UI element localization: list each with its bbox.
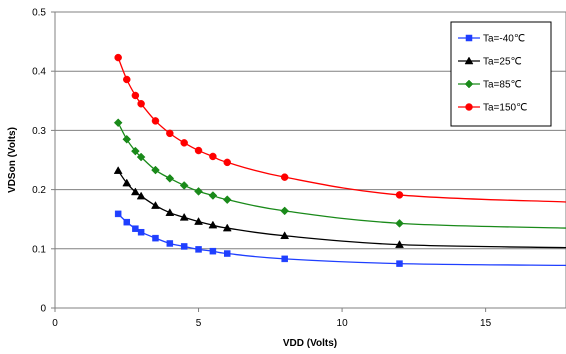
series-line	[117, 122, 566, 229]
legend-item: Ta=25℃	[458, 56, 522, 68]
legend-item: Ta=150℃	[458, 103, 527, 114]
data-point	[179, 181, 189, 190]
data-point	[195, 246, 202, 253]
x-tick-label: 10	[337, 318, 349, 329]
series-line	[117, 213, 566, 267]
data-point	[114, 210, 122, 218]
legend-label: Ta=25℃	[483, 57, 522, 68]
data-point	[122, 178, 132, 187]
legend-item: Ta=85℃	[458, 80, 522, 91]
y-tick-label: 0	[40, 304, 46, 315]
data-point	[136, 152, 146, 162]
series-4	[114, 53, 566, 203]
data-point	[132, 225, 139, 232]
x-tick-label: 5	[196, 318, 202, 329]
y-axis: 0 0.1 0.2 0.3 0.4 0.5	[32, 8, 55, 315]
plot-area-frame	[54, 11, 566, 309]
data-point	[113, 118, 123, 128]
data-point	[395, 218, 404, 228]
x-tick-label: 15	[480, 318, 492, 329]
data-point	[223, 158, 231, 167]
data-point	[180, 139, 188, 147]
data-point	[114, 53, 122, 62]
series-layer	[113, 53, 566, 267]
legend-label: Ta=-40℃	[483, 34, 525, 45]
x-axis-title: VDD (Volts)	[283, 338, 337, 349]
legend-item: Ta=-40℃	[458, 34, 525, 45]
data-point	[123, 75, 131, 84]
data-point	[209, 247, 217, 255]
data-point	[152, 234, 159, 242]
legend-swatch-marker	[464, 79, 474, 89]
y-tick-label: 0.4	[32, 67, 46, 78]
data-point	[208, 191, 218, 200]
data-point	[209, 152, 217, 161]
data-point	[131, 91, 140, 100]
data-point	[194, 217, 203, 225]
series-3	[113, 118, 566, 229]
y-tick-label: 0.2	[32, 185, 46, 196]
data-point	[122, 134, 132, 144]
data-point	[151, 201, 160, 209]
data-point	[194, 146, 203, 155]
data-point	[137, 100, 145, 108]
data-point	[166, 240, 174, 247]
series-line	[117, 170, 566, 249]
data-point	[165, 208, 175, 216]
data-point	[395, 240, 404, 248]
data-point	[113, 166, 123, 174]
data-point	[194, 187, 203, 196]
data-point	[136, 191, 146, 200]
legend-swatch-marker	[465, 34, 473, 42]
series-2	[113, 166, 566, 249]
data-point	[131, 146, 140, 156]
data-point	[180, 243, 188, 250]
data-point	[208, 220, 218, 229]
y-tick-label: 0.5	[32, 8, 46, 19]
data-point	[395, 191, 404, 199]
data-point	[280, 231, 290, 240]
data-point	[222, 195, 232, 205]
data-point	[123, 218, 131, 226]
data-point	[222, 223, 232, 232]
data-point	[151, 165, 160, 175]
legend-label: Ta=150℃	[483, 103, 527, 114]
data-point	[281, 255, 288, 263]
legend-swatch-marker	[465, 103, 473, 111]
data-point	[179, 212, 189, 221]
data-point	[280, 206, 290, 216]
data-point	[396, 260, 403, 267]
y-axis-title: VDSon (Volts)	[7, 127, 18, 193]
data-point	[280, 173, 289, 181]
legend: Ta=-40℃ Ta=25℃ Ta=85℃ Ta=150℃	[450, 21, 552, 127]
data-point	[166, 129, 174, 138]
legend-swatch-marker	[464, 56, 474, 65]
series-1	[114, 210, 566, 267]
data-point	[130, 187, 140, 196]
x-tick-label: 0	[52, 318, 58, 329]
legend-label: Ta=85℃	[483, 80, 522, 91]
data-point	[223, 250, 231, 257]
x-axis: 0 5 10 15	[52, 308, 492, 329]
y-tick-label: 0.1	[32, 244, 46, 255]
data-point	[151, 117, 160, 125]
data-point	[165, 173, 175, 183]
y-tick-label: 0.3	[32, 126, 46, 137]
data-point	[137, 228, 145, 236]
